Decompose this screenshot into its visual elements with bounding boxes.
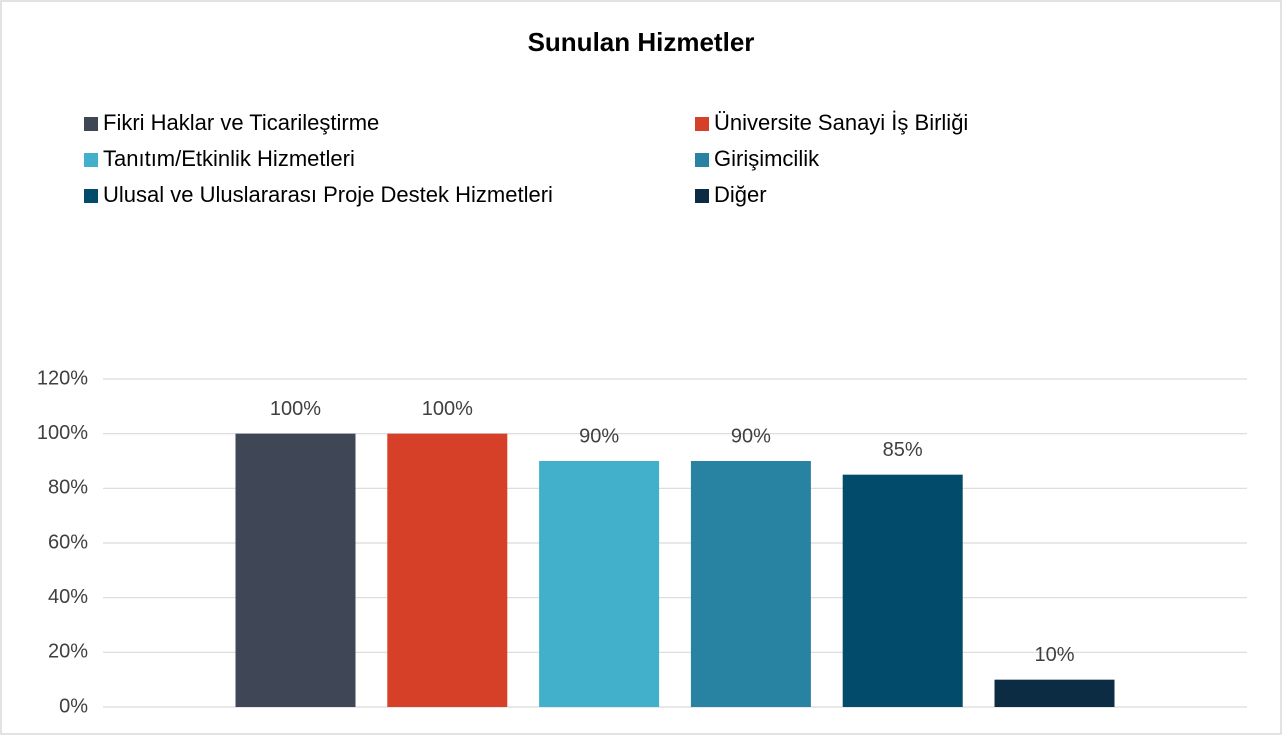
legend-label: Diğer [714, 182, 767, 207]
data-label: 100% [422, 398, 473, 420]
bar [690, 461, 811, 707]
legend-label: Girişimcilik [714, 146, 820, 171]
bar [387, 433, 508, 707]
bar [994, 679, 1115, 707]
y-tick-label: 100% [37, 422, 88, 444]
legend-label: Fikri Haklar ve Ticarileştirme [103, 110, 379, 135]
data-label: 100% [270, 398, 321, 420]
data-label: 90% [579, 425, 619, 447]
legend-swatch [84, 153, 98, 167]
legend-swatch [695, 117, 709, 131]
y-tick-label: 120% [37, 367, 88, 389]
bar [842, 474, 963, 707]
y-tick-label: 0% [59, 695, 88, 717]
data-label: 85% [883, 439, 923, 461]
legend-label: Üniversite Sanayi İş Birliği [714, 110, 968, 135]
y-tick-label: 20% [48, 641, 88, 663]
chart-title: Sunulan Hizmetler [528, 27, 755, 57]
legend-swatch [695, 189, 709, 203]
legend-label: Tanıtım/Etkinlik Hizmetleri [103, 146, 355, 171]
legend-label: Ulusal ve Uluslararası Proje Destek Hizm… [103, 182, 553, 207]
bar [539, 461, 660, 707]
data-label: 90% [731, 425, 771, 447]
bar [235, 433, 356, 707]
legend-swatch [84, 189, 98, 203]
data-label: 10% [1034, 644, 1074, 666]
y-tick-label: 40% [48, 586, 88, 608]
y-tick-label: 60% [48, 531, 88, 553]
y-tick-label: 80% [48, 477, 88, 499]
legend-swatch [695, 153, 709, 167]
legend-swatch [84, 117, 98, 131]
